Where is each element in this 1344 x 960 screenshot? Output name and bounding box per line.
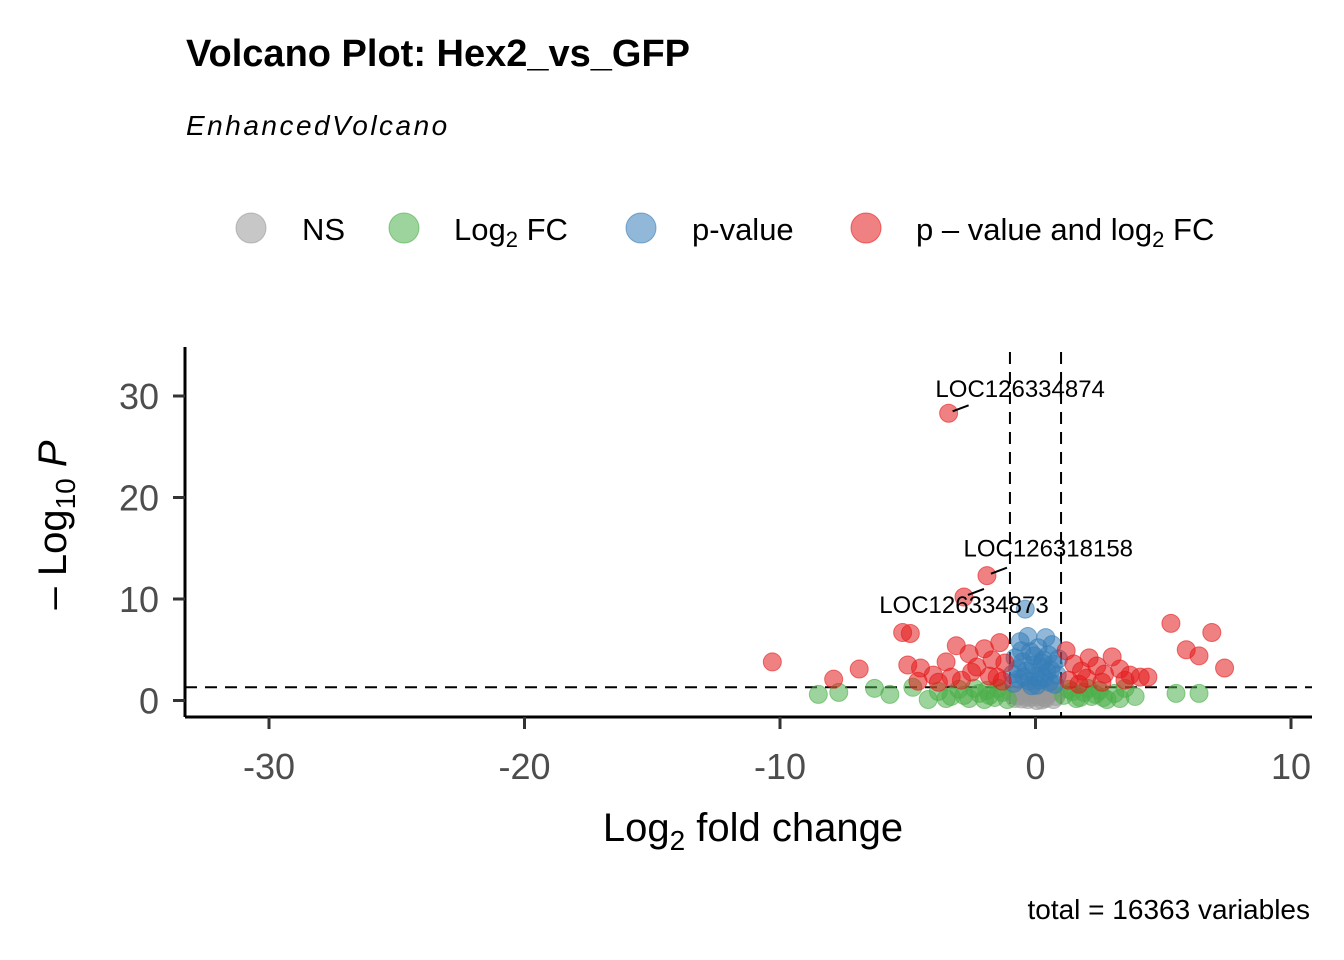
point-both	[941, 667, 961, 687]
point-both	[849, 659, 869, 679]
y-axis-title: – Log10 P	[31, 440, 81, 609]
y-tick-label: 30	[119, 376, 159, 417]
point-both	[1202, 622, 1222, 642]
caption: total = 16363 variables	[1027, 894, 1310, 925]
point-both	[1115, 670, 1135, 690]
point-fc	[1166, 683, 1186, 703]
point-fc	[1110, 688, 1130, 708]
point-both	[1069, 674, 1089, 694]
point-both	[954, 587, 974, 607]
gene-label: LOC126318158	[964, 535, 1133, 562]
point-both	[1215, 658, 1235, 678]
y-tick-label: 20	[119, 478, 159, 519]
axes: -30 -20 -10 0 10 0 10 20 30	[119, 347, 1312, 787]
gene-labels: LOC126334874 LOC126318158 LOC126334873	[879, 376, 1133, 619]
x-tick-label: -30	[243, 746, 295, 787]
point-p	[1022, 676, 1042, 696]
x-tick-label: -20	[498, 746, 550, 787]
point-both	[977, 566, 997, 586]
point-both	[900, 624, 920, 644]
legend-key-p	[625, 212, 657, 244]
label-connector	[990, 566, 1008, 575]
x-axis-title: Log2 fold change	[603, 806, 903, 856]
y-tick-label: 0	[139, 681, 159, 722]
data-points	[762, 403, 1235, 710]
legend: NS Log2 FC p-value p – value and log2 FC	[235, 212, 1214, 252]
legend-key-both	[850, 212, 882, 244]
point-fc	[808, 684, 828, 704]
point-both	[1161, 613, 1181, 633]
threshold-lines	[185, 352, 1312, 717]
point-both	[1092, 672, 1112, 692]
legend-label-p: p-value	[692, 212, 794, 247]
point-both	[824, 669, 844, 689]
label-connector	[967, 588, 985, 596]
point-both	[939, 403, 959, 423]
x-tick-label: 10	[1271, 746, 1311, 787]
label-connector	[952, 404, 969, 413]
point-fc	[936, 688, 956, 708]
x-tick-label: 0	[1025, 746, 1045, 787]
legend-label-ns: NS	[302, 212, 345, 247]
point-both	[990, 633, 1010, 653]
point-fc	[974, 689, 994, 709]
point-both	[762, 652, 782, 672]
chart-title: Volcano Plot: Hex2_vs_GFP	[186, 33, 690, 75]
point-both	[1138, 667, 1158, 687]
point-p	[1024, 646, 1044, 666]
y-tick-label: 10	[119, 579, 159, 620]
point-fc	[880, 684, 900, 704]
legend-label-both: p – value and log2 FC	[916, 212, 1214, 252]
gene-label: LOC126334874	[935, 376, 1104, 403]
x-tick-label: -10	[754, 746, 806, 787]
legend-key-fc	[388, 212, 420, 244]
point-both	[1189, 646, 1209, 666]
point-fc	[1189, 683, 1209, 703]
legend-label-fc: Log2 FC	[454, 212, 568, 252]
gene-label: LOC126334873	[879, 592, 1048, 619]
legend-key-ns	[235, 212, 267, 244]
point-both	[992, 671, 1012, 691]
point-p	[1015, 599, 1035, 619]
point-both	[962, 662, 982, 682]
point-both	[908, 671, 928, 691]
chart-subtitle: EnhancedVolcano	[186, 110, 450, 141]
